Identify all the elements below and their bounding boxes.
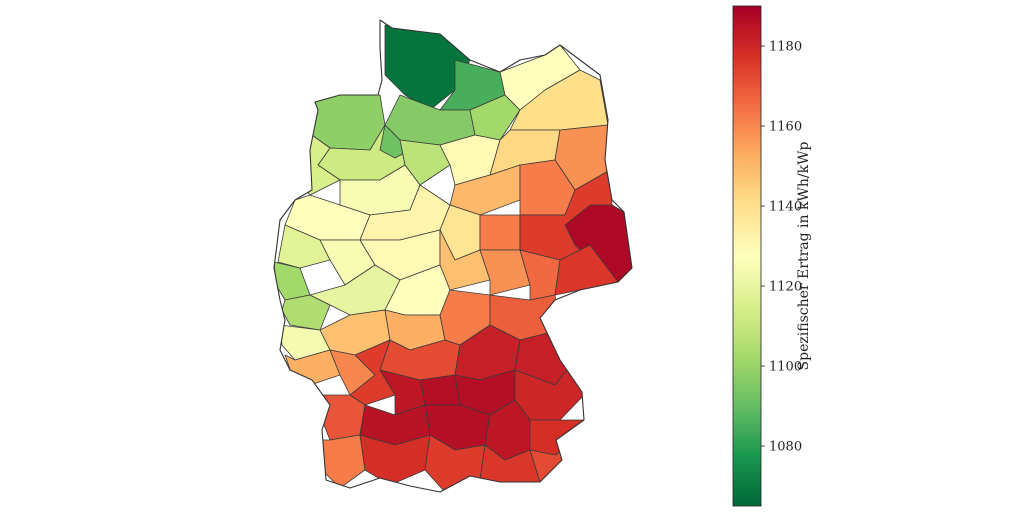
- colorbar-tick-label: 1180: [769, 40, 802, 55]
- colorbar-tick-label: 1080: [769, 440, 802, 455]
- region-baden-north[interactable]: [349, 339, 396, 406]
- colorbar-tick-label: 1140: [769, 200, 802, 215]
- colorbar-tick-label: 1160: [769, 120, 802, 135]
- germany-map: [274, 24, 632, 492]
- region-saxony-anhalt[interactable]: [479, 214, 521, 251]
- region-ruhr[interactable]: [277, 224, 331, 269]
- region-thuringia-south[interactable]: [479, 249, 531, 296]
- region-breisgau[interactable]: [321, 434, 366, 489]
- colorbar-ticks: 1080 1100 1120 1140 1160 1180: [761, 40, 802, 455]
- colorbar-label: Spezifischer Ertrag in kWh/kWp: [796, 142, 812, 371]
- region-swabia-north[interactable]: [419, 374, 461, 406]
- germany-outline: [273, 19, 633, 493]
- colorbar-tick-label: 1100: [769, 360, 802, 375]
- region-mecklenburg-west[interactable]: [469, 94, 521, 141]
- region-east-frisia[interactable]: [311, 94, 386, 151]
- colorbar: 1080 1100 1120 1140 1160 1180 Spezifischer Er…: [732, 5, 812, 507]
- region-lower-saxony-north[interactable]: [399, 139, 451, 186]
- colorbar-gradient: [732, 5, 762, 507]
- region-black-forest[interactable]: [319, 394, 366, 441]
- colorbar-tick-label: 1120: [769, 280, 802, 295]
